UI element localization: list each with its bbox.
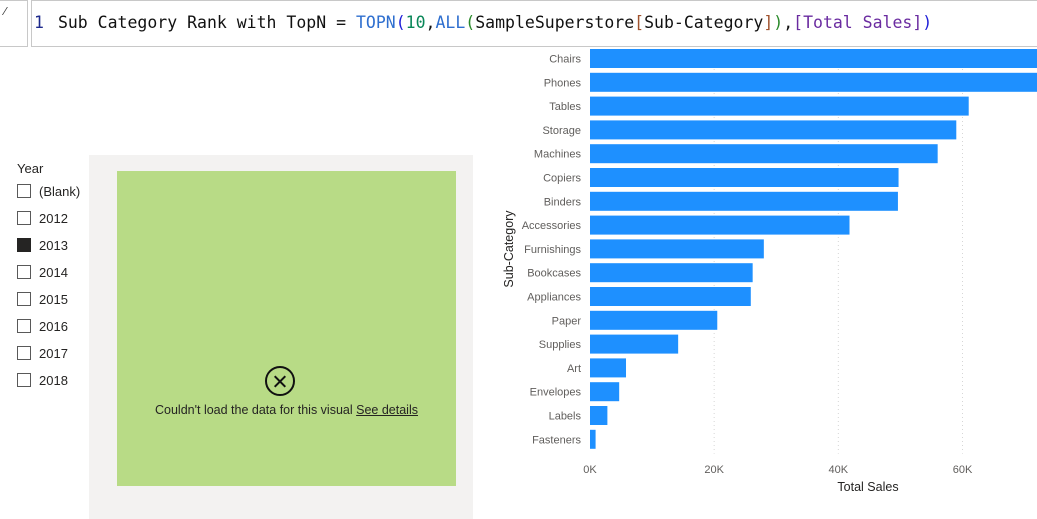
error-visual: Couldn't load the data for this visual S… [117,171,456,486]
visual-container[interactable]: Couldn't load the data for this visual S… [89,155,473,519]
slicer-item-label: 2012 [39,210,68,226]
bar-accessories[interactable] [590,215,850,235]
line-number: 1 [34,13,44,32]
bar-supplies[interactable] [590,334,679,354]
slicer-title: Year [17,161,44,176]
formula-bar-toggle[interactable]: ⁄ [0,0,28,47]
checkbox[interactable] [17,265,31,279]
checkbox[interactable] [17,319,31,333]
function-topn: TOPN [355,13,396,32]
slicer-item-2013[interactable]: 2013 [17,236,68,254]
paren-close-2: ) [773,13,784,32]
checkbox-checked[interactable] [17,238,31,252]
bar-chart[interactable]: 0K 20K 40K 60K Chairs Phones Tables Storage Mach… [490,47,1037,519]
bar-paper[interactable] [590,310,718,330]
bar-appliances[interactable] [590,287,751,306]
slicer-item-label: 2014 [39,264,68,280]
category-label: Machines [534,149,582,161]
function-all: ALL [435,13,466,32]
x-tick-label: 0K [583,464,597,476]
category-label: Accessories [522,220,582,232]
bar-fasteners[interactable] [590,429,596,449]
category-label: Storage [542,125,581,137]
category-label: Copiers [543,173,581,185]
paren-open-1: ( [395,13,406,32]
checkbox[interactable] [17,292,31,306]
bar-phones[interactable] [590,72,1037,92]
slicer-item-2017[interactable]: 2017 [17,344,68,362]
slicer-item-2015[interactable]: 2015 [17,290,68,308]
bar-binders[interactable] [590,191,898,211]
category-label: Art [567,363,581,375]
error-message: Couldn't load the data for this visual S… [117,403,456,417]
bar-bookcases[interactable] [590,263,753,283]
comma-1: , [425,13,436,32]
slicer-item-label: 2016 [39,318,68,334]
column-name: Sub-Category [644,13,764,32]
x-tick-label: 20K [704,464,724,476]
slicer-item-2012[interactable]: 2012 [17,209,68,227]
category-label: Bookcases [527,268,581,280]
bar-labels[interactable] [590,406,608,425]
slicer-item-2018[interactable]: 2018 [17,371,68,389]
category-label: Supplies [539,339,582,351]
bar-furnishings[interactable] [590,239,764,259]
checkbox[interactable] [17,211,31,225]
y-axis-title: Sub-Category [502,210,516,288]
topn-count: 10 [405,13,426,32]
bar-chart-svg: 0K 20K 40K 60K Chairs Phones Tables Storage Mach… [502,49,1037,494]
category-label: Chairs [549,54,581,66]
x-axis-title: Total Sales [837,480,898,494]
bar-copiers[interactable] [590,168,899,187]
slicer-item-2014[interactable]: 2014 [17,263,68,281]
slicer-item-label: 2015 [39,291,68,307]
comma-2: , [783,13,794,32]
bar-chairs[interactable] [590,49,1037,68]
year-slicer: Year (Blank) 2012 2013 2014 2015 2016 20… [17,160,87,388]
category-label: Fasteners [532,434,581,446]
measure-name: Sub Category Rank with TopN [57,13,327,32]
category-label: Paper [552,315,582,327]
measure-reference: [Total Sales] [793,13,923,32]
bracket-close: ] [763,13,774,32]
paren-close-1: ) [922,13,933,32]
checkbox[interactable] [17,346,31,360]
error-message-text: Couldn't load the data for this visual [155,403,353,417]
category-label: Appliances [527,292,581,304]
slicer-item-label: 2013 [39,237,68,253]
slicer-item-2016[interactable]: 2016 [17,317,68,335]
bar-envelopes[interactable] [590,382,620,402]
category-label: Labels [549,411,582,423]
category-label: Envelopes [530,387,582,399]
slicer-item-blank[interactable]: (Blank) [17,182,80,200]
bar-storage[interactable] [590,120,957,140]
category-label: Tables [549,101,581,113]
bar-machines[interactable] [590,144,938,164]
bar-tables[interactable] [590,96,969,116]
bar-art[interactable] [590,358,627,378]
slicer-item-label: (Blank) [39,183,81,199]
see-details-link[interactable]: See details [356,403,418,417]
category-label: Furnishings [524,244,581,256]
category-label: Phones [544,77,582,89]
checkbox[interactable] [17,184,31,198]
slicer-item-label: 2018 [39,372,68,388]
x-tick-label: 60K [953,464,973,476]
formula-bar-marker: ⁄ [4,5,6,18]
x-tick-label: 40K [829,464,849,476]
category-label: Binders [544,196,582,208]
equals-sign: = [336,13,347,32]
table-name: SampleSuperstore [475,13,635,32]
error-circle-x-icon [265,366,295,396]
bracket-open: [ [634,13,645,32]
formula-bar[interactable]: 1 Sub Category Rank with TopN = TOPN(10,A… [31,0,1037,47]
checkbox[interactable] [17,373,31,387]
paren-open-2: ( [465,13,476,32]
slicer-item-label: 2017 [39,345,68,361]
